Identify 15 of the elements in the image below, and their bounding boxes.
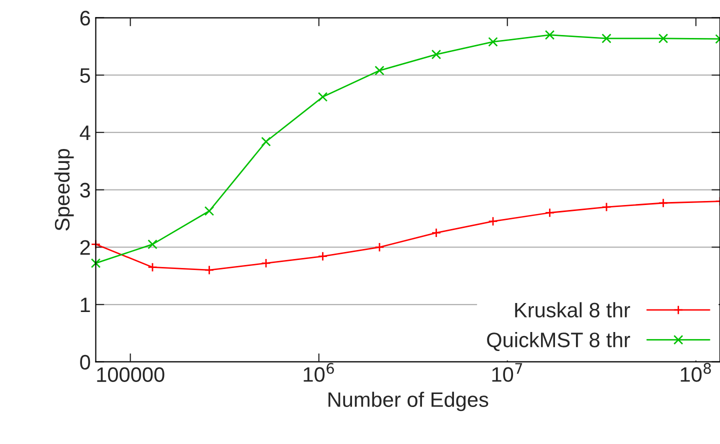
x-tick-label: 10$^{8}$ <box>680 362 711 382</box>
y-tick-label: 6 <box>80 10 90 26</box>
y-tick-label: 0 <box>80 354 90 370</box>
legend-label: QuickMST 8 thr <box>487 332 630 352</box>
legend-label: Kruskal 8 thr <box>515 302 630 318</box>
x-tick-label: 100000 <box>97 367 164 382</box>
x-axis-title: Number of Edges <box>328 392 488 412</box>
y-tick-label: 5 <box>80 68 90 83</box>
x-tick-label: 10$^{7}$ <box>492 363 522 382</box>
y-tick-label: 3 <box>80 182 90 198</box>
y-axis-title: Speedup <box>54 148 74 231</box>
y-tick-label: 1 <box>80 298 90 312</box>
y-tick-label: 4 <box>80 126 90 140</box>
x-tick-label: 10$^{6}$ <box>304 362 334 382</box>
y-tick-label: 2 <box>80 240 90 255</box>
